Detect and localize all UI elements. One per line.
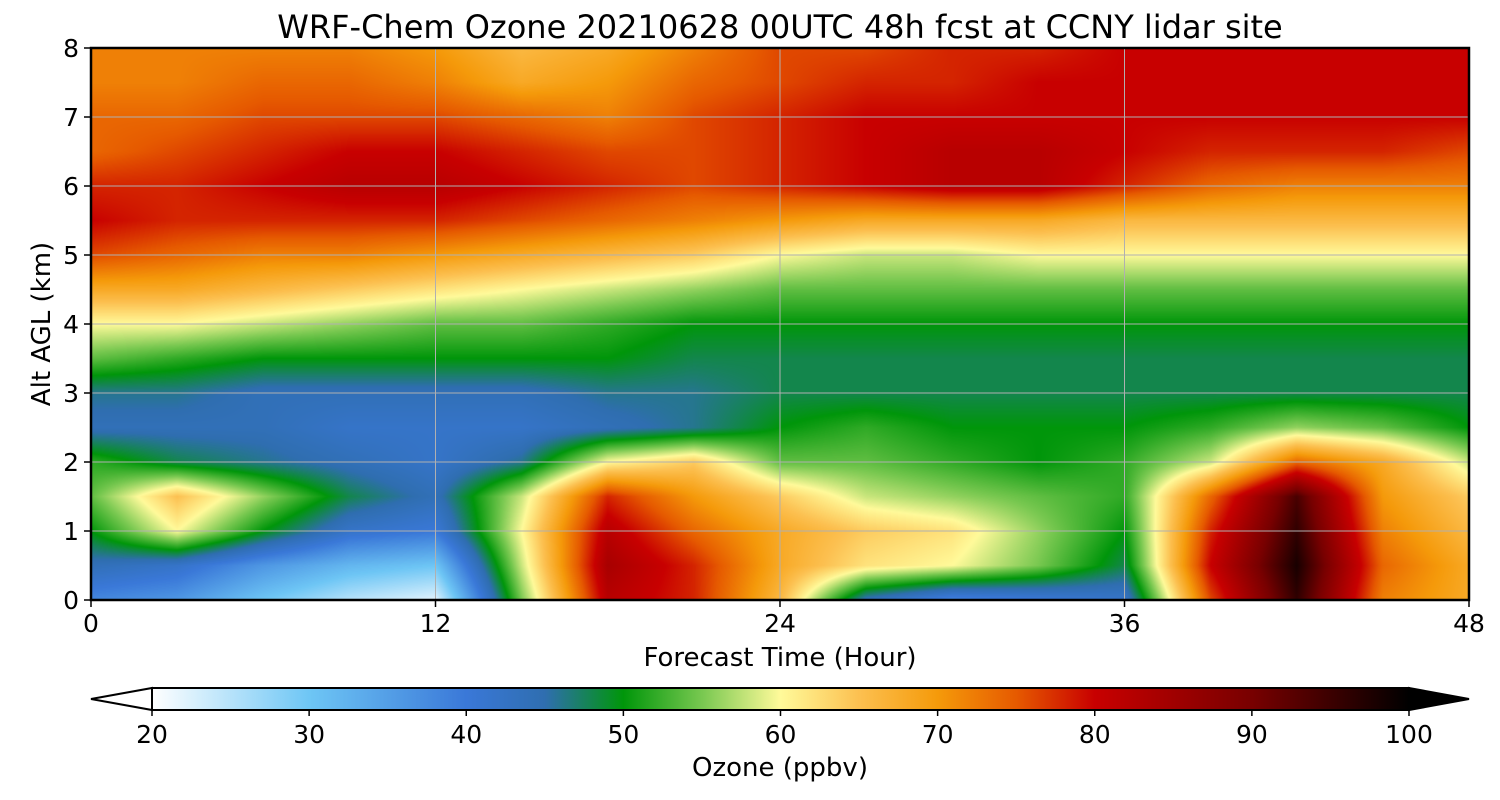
grid-lines (91, 48, 1469, 600)
colorbar-extend-max (1408, 686, 1470, 712)
colorbar-tick-label: 40 (450, 720, 482, 749)
y-tick-label: 1 (63, 517, 79, 546)
colorbar-tick-label: 70 (922, 720, 954, 749)
x-tick-label: 36 (1109, 609, 1141, 638)
colorbar-ticks: 20 30 40 50 60 70 80 90 100 (136, 710, 1433, 749)
colorbar: 20 30 40 50 60 70 80 90 100 Ozone (ppbv) (90, 686, 1470, 783)
y-tick-label: 3 (63, 379, 79, 408)
colorbar-tick-label: 30 (293, 720, 325, 749)
x-tick-label: 24 (764, 609, 796, 638)
x-tick-label: 12 (420, 609, 452, 638)
colorbar-label: Ozone (ppbv) (692, 753, 868, 783)
plot-area (89, 46, 1471, 602)
colorbar-tick-label: 100 (1385, 720, 1433, 749)
x-tick-label: 0 (83, 609, 99, 638)
y-tick-label: 7 (63, 103, 79, 132)
colorbar-tick-label: 60 (765, 720, 797, 749)
y-tick-label: 4 (63, 310, 79, 339)
y-tick-label: 8 (63, 34, 79, 63)
x-axis: 0 12 24 36 48 (83, 600, 1485, 638)
y-axis: 0 1 2 3 4 5 6 7 8 (63, 34, 91, 615)
colorbar-tick-label: 80 (1079, 720, 1111, 749)
y-axis-label: Alt AGL (km) (27, 242, 57, 406)
y-tick-label: 2 (63, 448, 79, 477)
colorbar-tick-label: 90 (1236, 720, 1268, 749)
colorbar-extend-min (90, 686, 153, 712)
chart-title: WRF-Chem Ozone 20210628 00UTC 48h fcst a… (277, 8, 1282, 46)
x-axis-label: Forecast Time (Hour) (643, 643, 916, 673)
y-tick-label: 6 (63, 172, 79, 201)
y-tick-label: 5 (63, 241, 79, 270)
colorbar-tick-label: 50 (607, 720, 639, 749)
colorbar-tick-label: 20 (136, 720, 168, 749)
x-tick-label: 48 (1453, 609, 1485, 638)
y-tick-label: 0 (63, 586, 79, 615)
colorbar-bar (152, 688, 1409, 710)
